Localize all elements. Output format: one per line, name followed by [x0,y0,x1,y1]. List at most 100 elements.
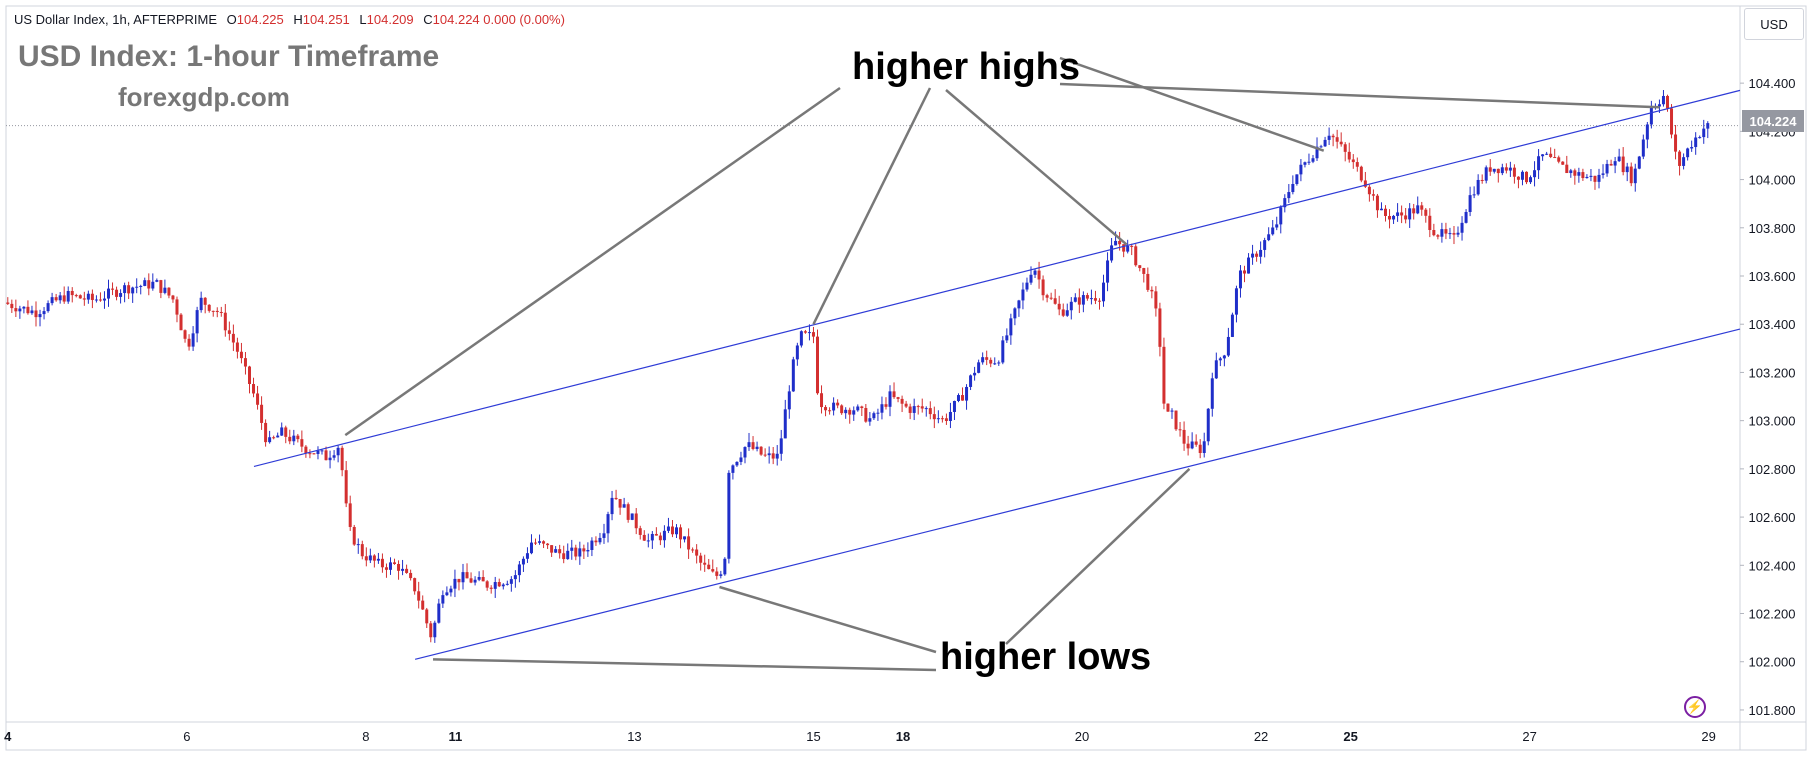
candle-body [356,544,360,546]
candle-body [787,391,791,410]
candle-body [1134,246,1138,266]
candle-body [1375,195,1379,211]
candle-body [1706,123,1710,129]
candle-body [840,405,844,414]
candle-body [1077,297,1081,305]
candle-body [630,513,634,520]
candle-body [1299,164,1303,175]
candle-body [731,465,735,473]
candle-body [860,406,864,409]
candle-body [1130,245,1134,247]
candle-body [1303,162,1307,165]
candle-body [1524,171,1528,183]
candle-body [1275,224,1279,228]
candle-body [836,402,840,406]
candle-body [397,563,401,571]
candle-body [1323,139,1327,147]
price-tick-label: 103.000 [1749,414,1796,429]
candle-body [18,308,22,312]
candle-body [743,447,747,458]
candle-body [1359,166,1363,181]
candle-body [195,310,199,334]
candle-body [1440,229,1444,237]
candle-body [1001,340,1005,363]
candle-body [203,297,207,305]
candle-body [1641,139,1645,157]
candle-body [719,574,723,576]
candle-body [908,406,912,413]
close-value: 104.224 [432,12,480,27]
candle-body [74,295,78,297]
candle-body [139,285,143,287]
candle-body [405,568,409,573]
open-value: 104.225 [236,12,284,27]
candle-body [1343,144,1347,152]
candle-body [1029,274,1033,283]
candle-body [90,293,94,301]
candle-body [497,582,501,587]
candle-body [1520,171,1524,180]
candle-body [1206,408,1210,442]
candle-body [1198,444,1202,453]
candle-body [811,332,815,337]
candle-body [638,528,642,535]
candle-body [1222,355,1226,359]
candle-body [123,285,127,294]
higher-highs-callout-line [812,87,932,325]
lightning-icon[interactable]: ⚡ [1684,696,1706,718]
higher-highs-callout-line [1059,82,1660,109]
candle-body [554,549,558,553]
candle-body [1355,162,1359,167]
candle-body [1315,146,1319,159]
candle-body [973,372,977,376]
candle-body [755,446,759,449]
candle-body [646,540,650,542]
candle-body [1464,211,1468,223]
candle-body [243,358,247,367]
price-tick-label: 102.400 [1749,558,1796,573]
candle-body [852,410,856,415]
candle-body [102,298,106,301]
candle-body [844,409,848,414]
candle-body [70,290,74,296]
candle-body [662,530,666,541]
candle-body [1678,151,1682,166]
candle-body [384,567,388,570]
candle-body [1214,360,1218,379]
candle-body [683,536,687,540]
candle-body [409,572,413,579]
candle-body [1512,167,1516,177]
currency-button[interactable]: USD [1744,8,1804,40]
candle-body [1577,172,1581,176]
candle-body [292,435,296,442]
candle-body [445,592,449,596]
candle-body [1053,298,1057,304]
candle-body [1472,194,1476,196]
candle-body [219,311,223,313]
candle-body [1017,300,1021,309]
candle-body [1484,167,1488,181]
candle-body [876,412,880,414]
chart-frame [5,5,1807,751]
price-axis[interactable]: 104.400104.200104.000103.800103.600103.4… [1740,76,1796,718]
candle-body [1665,95,1669,109]
time-axis[interactable]: 4 6 8 11 13 15 18 20 22 25 27 29 [4,729,1716,744]
higher-lows-callout-line [719,585,937,654]
candle-body [368,555,372,561]
candle-body [332,455,336,458]
candle-body [1456,232,1460,235]
candle-body [1480,179,1484,181]
candle-body [376,558,380,561]
candle-body [352,526,356,545]
candle-body [872,413,876,419]
candle-body [425,609,429,624]
candle-body [66,290,70,302]
candle-body [763,454,767,456]
candle-body [969,375,973,387]
candle-body [268,437,272,443]
candle-body [783,409,787,439]
candle-body [1259,249,1263,257]
candle-body [239,351,243,359]
candle-body [1428,215,1432,231]
